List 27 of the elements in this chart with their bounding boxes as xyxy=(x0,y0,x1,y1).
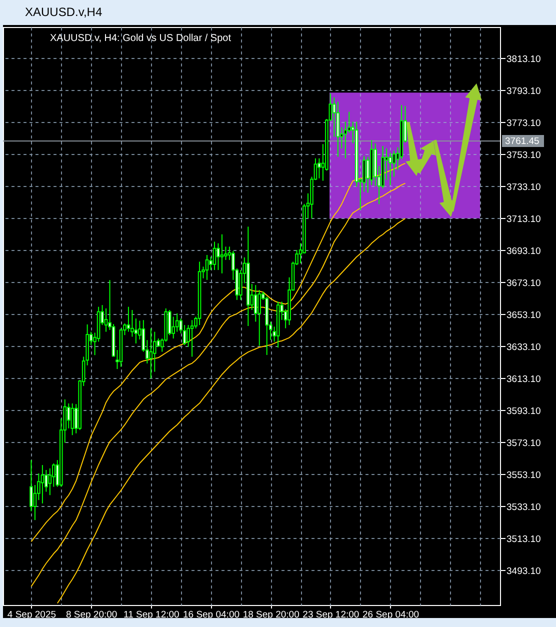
text: XAUUSD.v, H4: Gold vs US Dollar / Spot xyxy=(50,33,232,44)
y-tick-label: 3493.10 xyxy=(506,566,541,577)
chart-title: XAUUSD.v,H4 xyxy=(25,5,102,19)
y-tick-label: 3613.10 xyxy=(506,374,541,385)
x-tick-label: 8 Sep 20:00 xyxy=(66,610,118,620)
y-tick-label: 3573.10 xyxy=(506,438,541,449)
y-tick-label: 3633.10 xyxy=(506,342,541,353)
ref-line-label: 3761.45 xyxy=(505,136,540,147)
y-tick-label: 3773.10 xyxy=(506,118,541,129)
y-tick-label: 3713.10 xyxy=(506,214,541,225)
y-tick-label: 3673.10 xyxy=(506,278,541,289)
y-tick-label: 3553.10 xyxy=(506,470,541,481)
y-tick-label: 3733.10 xyxy=(506,182,541,193)
x-tick-label: 4 Sep 2025 xyxy=(7,610,56,620)
x-tick-label: 26 Sep 04:00 xyxy=(362,610,420,620)
y-tick-label: 3793.10 xyxy=(506,86,541,97)
x-tick-label: 18 Sep 20:00 xyxy=(242,610,300,620)
x-tick-label: 23 Sep 12:00 xyxy=(302,610,360,620)
x-tick-label: 11 Sep 12:00 xyxy=(123,610,180,620)
y-tick-label: 3813.10 xyxy=(506,54,541,65)
y-tick-label: 3693.10 xyxy=(506,246,541,257)
y-tick-label: 3513.10 xyxy=(506,534,541,545)
y-tick-label: 3753.10 xyxy=(506,150,541,161)
y-tick-label: 3653.10 xyxy=(506,310,541,321)
y-tick-label: 3533.10 xyxy=(506,502,541,513)
y-tick-label: 3593.10 xyxy=(506,406,541,417)
x-tick-label: 16 Sep 04:00 xyxy=(182,610,240,620)
